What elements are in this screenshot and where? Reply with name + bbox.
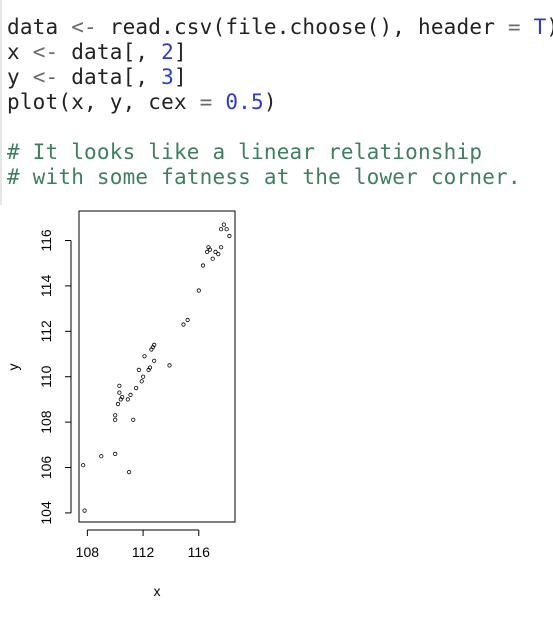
code-line: data <- read.csv(file.choose(), header =… xyxy=(7,15,553,40)
data-point xyxy=(185,317,190,323)
scatter-plot-panel: 108 112 116 104 106 108 110 112 114 116 x y xyxy=(0,205,260,615)
data-point xyxy=(221,222,226,227)
data-point xyxy=(113,417,118,422)
code-token xyxy=(521,15,534,39)
code-token xyxy=(213,90,226,114)
data-point xyxy=(152,358,157,363)
code-token: ] xyxy=(173,40,187,64)
data-point xyxy=(205,249,210,255)
data-point xyxy=(134,386,139,391)
data-point xyxy=(99,454,104,459)
data-point xyxy=(210,256,215,261)
plot-box xyxy=(78,210,236,523)
data-point xyxy=(117,390,122,395)
data-point xyxy=(196,288,201,293)
data-point xyxy=(125,397,130,402)
code-line: x <- data[, 2] xyxy=(7,40,547,65)
data-point xyxy=(113,451,118,456)
data-point xyxy=(216,251,221,257)
code-token: ) xyxy=(546,15,553,39)
code-line: plot(x, y, cex = 0.5) xyxy=(7,90,547,115)
y-tick-label: 116 xyxy=(38,229,54,252)
data-point xyxy=(115,401,121,407)
code-token: = xyxy=(507,15,521,39)
data-point xyxy=(213,249,218,255)
data-point xyxy=(227,233,232,239)
data-point xyxy=(139,379,144,384)
y-tick-label: 110 xyxy=(38,365,54,388)
y-axis: 104 106 108 110 112 114 116 xyxy=(38,229,72,525)
x-axis: 108 112 116 xyxy=(76,529,211,560)
code-token: 0.5 xyxy=(225,90,264,114)
code-editor[interactable]: data <- read.csv(file.choose(), header =… xyxy=(7,15,553,190)
code-token: T xyxy=(533,15,547,39)
data-point xyxy=(219,227,224,232)
x-tick-label: 116 xyxy=(188,544,211,560)
scatter-plot: 108 112 116 104 106 108 110 112 114 116 x y xyxy=(5,210,236,599)
code-token: <- xyxy=(32,65,59,89)
code-token: <- xyxy=(71,15,97,39)
x-tick-label: 112 xyxy=(132,544,155,560)
code-token: y xyxy=(7,65,33,89)
code-token: data[, xyxy=(58,40,162,64)
code-token: read.csv(file.choose(), header xyxy=(96,15,508,39)
console-left-rule xyxy=(0,0,2,205)
data-point xyxy=(206,245,211,250)
y-tick-label: 104 xyxy=(38,501,54,525)
data-point xyxy=(142,354,147,359)
data-point xyxy=(136,367,141,372)
data-point xyxy=(147,365,153,370)
code-token: <- xyxy=(32,40,59,64)
x-axis-label: x xyxy=(154,583,161,599)
code-token: 3 xyxy=(161,65,174,89)
data-point xyxy=(181,322,186,327)
y-tick-label: 114 xyxy=(38,275,54,298)
code-token: data[, xyxy=(58,65,162,89)
code-token: 2 xyxy=(161,40,174,64)
code-line: y <- data[, 3] xyxy=(7,65,547,90)
code-token: ) xyxy=(263,90,277,114)
data-point xyxy=(117,383,122,388)
y-tick-label: 108 xyxy=(38,410,54,434)
data-point xyxy=(200,263,206,268)
data-point xyxy=(167,363,172,368)
x-tick-label: 108 xyxy=(76,544,100,560)
code-token: = xyxy=(199,90,213,114)
code-comment: # It looks like a linear relationship xyxy=(7,140,483,164)
code-token: ] xyxy=(173,65,187,89)
blank-line xyxy=(7,115,547,140)
data-point xyxy=(219,245,224,250)
data-points xyxy=(81,222,232,513)
y-tick-label: 112 xyxy=(38,320,54,343)
code-token: plot(x, y, cex xyxy=(7,90,200,114)
data-point xyxy=(127,469,132,475)
data-point xyxy=(81,463,86,468)
code-comment: # with some fatness at the lower corner. xyxy=(7,165,521,189)
data-point xyxy=(141,374,146,379)
data-point xyxy=(120,395,125,400)
data-point xyxy=(131,417,136,422)
code-token: data xyxy=(7,15,72,39)
data-point xyxy=(82,508,87,513)
y-axis-label: y xyxy=(5,364,21,371)
data-point xyxy=(128,392,133,397)
data-point xyxy=(224,227,229,232)
data-point xyxy=(113,413,118,418)
y-tick-label: 106 xyxy=(38,456,54,480)
data-point xyxy=(152,342,157,347)
code-token: x xyxy=(7,40,33,64)
